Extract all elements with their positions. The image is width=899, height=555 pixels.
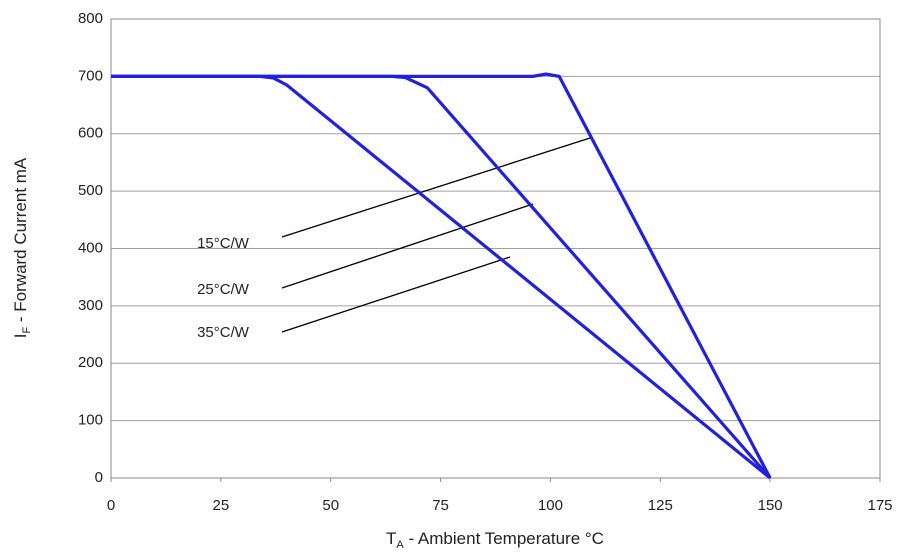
series-label: 35°C/W — [197, 324, 250, 341]
x-tick-label: 150 — [758, 497, 783, 514]
x-tick-label: 175 — [867, 497, 892, 514]
x-tick-label: 125 — [648, 497, 673, 514]
x-axis-label: TA - Ambient Temperature °C — [386, 529, 604, 550]
series-group — [111, 72, 772, 480]
series-label: 15°C/W — [197, 235, 250, 252]
y-label-sub: F — [21, 327, 33, 334]
x-label-rest: - Ambient Temperature °C — [404, 529, 604, 548]
x-tick-label: 100 — [538, 497, 563, 514]
series-line — [111, 74, 772, 480]
leader-line — [281, 256, 511, 333]
x-tick-label: 50 — [322, 497, 339, 514]
leader-line — [281, 137, 591, 238]
y-tick-label: 300 — [78, 297, 103, 314]
y-tick-label: 800 — [78, 10, 103, 27]
leader-line — [281, 203, 534, 289]
x-tick-label: 25 — [213, 497, 230, 514]
y-tick-label: 200 — [78, 354, 103, 371]
x-tick-label: 0 — [107, 497, 115, 514]
y-axis-label: IF - Forward Current mA — [11, 157, 32, 338]
y-tick-label: 700 — [78, 67, 103, 84]
x-label-main: T — [386, 529, 396, 548]
y-tick-label: 0 — [95, 469, 103, 486]
y-tick-label: 100 — [78, 412, 103, 429]
x-label-sub: A — [396, 539, 404, 551]
x-tick-label: 75 — [432, 497, 449, 514]
y-tick-label: 400 — [78, 239, 103, 256]
y-label-main: I — [11, 334, 30, 339]
series-line — [111, 74, 772, 480]
y-tick-label: 600 — [78, 125, 103, 142]
y-tick-label: 500 — [78, 182, 103, 199]
series-label: 25°C/W — [197, 281, 250, 298]
y-label-rest: - Forward Current mA — [11, 157, 30, 327]
plot-frame — [110, 18, 881, 479]
